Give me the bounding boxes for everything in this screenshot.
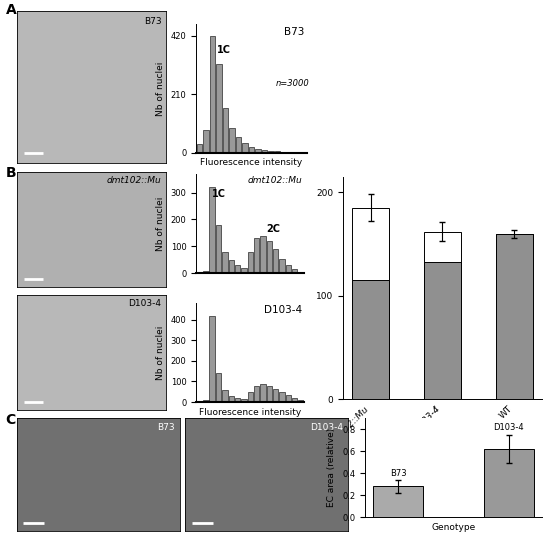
Y-axis label: Nb of nuclei: Nb of nuclei [156,325,165,379]
Text: 1C: 1C [212,189,226,199]
Y-axis label: EC area (relative): EC area (relative) [327,428,336,507]
Bar [203,400,208,402]
Bar [273,249,278,273]
Bar [294,152,300,153]
Bar [267,241,272,273]
Text: B73: B73 [284,27,305,36]
Bar [285,395,291,402]
Text: n=3000: n=3000 [276,79,310,88]
Bar [292,269,298,273]
Text: dmt102::Mu: dmt102::Mu [247,176,302,185]
Bar [262,150,268,153]
Text: D103-4: D103-4 [494,423,524,433]
Bar [197,144,202,153]
Bar [222,252,227,273]
Text: dmt102::Mu: dmt102::Mu [107,176,161,185]
Y-axis label: Nb of nuclei: Nb of nuclei [156,197,165,251]
X-axis label: Genotype: Genotype [431,523,476,532]
Bar [275,151,280,153]
Bar [203,271,208,273]
Bar [229,128,235,153]
Bar [216,64,222,153]
Y-axis label: Nb of nuclei: Nb of nuclei [156,61,165,116]
Bar [352,280,389,399]
Bar [248,392,253,402]
Bar [424,232,461,399]
Text: D103-4: D103-4 [310,422,343,431]
Bar [235,398,240,402]
Bar [248,252,253,273]
Text: D103-4: D103-4 [264,305,302,315]
Bar [281,152,287,153]
Bar [249,147,254,153]
Bar [260,236,265,273]
Text: D103-4: D103-4 [128,300,161,308]
Bar [292,398,298,402]
X-axis label: Fluorescence intensity: Fluorescence intensity [201,158,302,167]
Text: B: B [6,166,16,180]
Bar [279,392,285,402]
Bar [210,187,215,273]
Bar [298,272,304,273]
Bar [216,225,221,273]
Bar [222,390,227,402]
Text: B73: B73 [157,422,175,431]
Bar [223,108,228,153]
Bar [216,373,221,402]
Bar [288,152,294,153]
Bar [254,239,259,273]
Bar [242,143,248,153]
Bar [197,272,202,273]
Bar [260,384,265,402]
Bar [236,137,241,153]
Text: 2C: 2C [266,224,280,234]
Bar [210,36,215,153]
Bar [241,399,247,402]
Bar [228,396,234,402]
Bar [298,400,304,402]
Bar [210,316,215,402]
Bar [267,385,272,402]
Bar [228,260,234,273]
Bar [268,151,274,153]
Text: C: C [6,413,16,427]
Text: B73: B73 [390,468,406,478]
Bar [424,262,461,399]
Bar [495,234,533,399]
Text: A: A [6,3,16,17]
Bar [495,234,533,399]
Bar [204,130,209,153]
Bar [273,389,278,402]
Bar [484,449,534,517]
Bar [197,401,202,402]
Text: 1C: 1C [216,45,231,55]
Bar [235,265,240,273]
Bar [352,208,389,399]
Bar [373,486,423,517]
Bar [241,268,247,273]
Bar [255,149,261,153]
X-axis label: Fluorescence intensity: Fluorescence intensity [199,407,301,416]
Bar [254,385,259,402]
Text: B73: B73 [144,17,161,26]
Bar [285,265,291,273]
Bar [279,258,285,273]
